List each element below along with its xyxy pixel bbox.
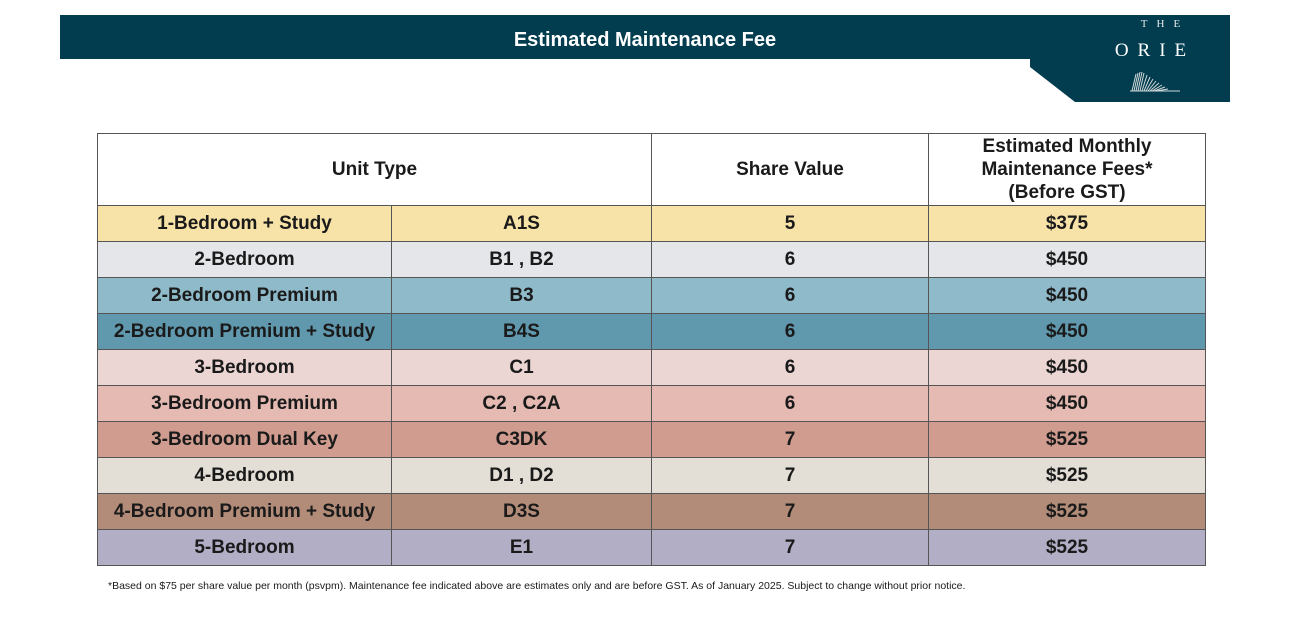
- monthly-fee-cell: $450: [928, 349, 1206, 386]
- unit-code-cell: C1: [391, 349, 652, 386]
- unit-code-cell: C3DK: [391, 421, 652, 458]
- unit-type-cell: 2-Bedroom Premium: [97, 277, 392, 314]
- unit-code-cell: B4S: [391, 313, 652, 350]
- unit-type-cell: 4-Bedroom: [97, 457, 392, 494]
- page-title: Estimated Maintenance Fee: [513, 29, 777, 51]
- header-unit-type: Unit Type: [97, 133, 652, 206]
- share-value-cell: 6: [651, 349, 929, 386]
- share-value-cell: 6: [651, 277, 929, 314]
- monthly-fee-cell: $525: [928, 457, 1206, 494]
- footnote: *Based on $75 per share value per month …: [108, 580, 966, 592]
- monthly-fee-cell: $450: [928, 313, 1206, 350]
- unit-type-cell: 2-Bedroom Premium + Study: [97, 313, 392, 350]
- header-share-value: Share Value: [651, 133, 929, 206]
- unit-type-cell: 3-Bedroom Premium: [97, 385, 392, 422]
- monthly-fee-cell: $450: [928, 385, 1206, 422]
- table-row: 3-Bedroom Dual Key C3DK 7 $525: [97, 421, 1206, 458]
- header-fees-line: Estimated Monthly: [982, 136, 1152, 157]
- unit-type-cell: 2-Bedroom: [97, 241, 392, 278]
- share-value-cell: 7: [651, 457, 929, 494]
- unit-type-cell: 3-Bedroom: [97, 349, 392, 386]
- monthly-fee-cell: $375: [928, 205, 1206, 242]
- logo-building-icon: [1130, 71, 1180, 92]
- table-row: 4-Bedroom D1 , D2 7 $525: [97, 457, 1206, 494]
- share-value-cell: 7: [651, 421, 929, 458]
- table-row: 2-Bedroom Premium B3 6 $450: [97, 277, 1206, 314]
- share-value-cell: 7: [651, 493, 929, 530]
- table-row: 2-Bedroom B1 , B2 6 $450: [97, 241, 1206, 278]
- table-row: 4-Bedroom Premium + Study D3S 7 $525: [97, 493, 1206, 530]
- maintenance-fee-table: Unit Type Share Value Estimated Monthly …: [97, 133, 1206, 566]
- unit-code-cell: B1 , B2: [391, 241, 652, 278]
- logo-panel: [1030, 15, 1230, 102]
- unit-code-cell: D3S: [391, 493, 652, 530]
- monthly-fee-cell: $525: [928, 529, 1206, 566]
- header-fees-line: Maintenance Fees*: [981, 159, 1153, 180]
- unit-code-cell: E1: [391, 529, 652, 566]
- monthly-fee-cell: $450: [928, 277, 1206, 314]
- share-value-cell: 6: [651, 313, 929, 350]
- unit-type-cell: 1-Bedroom + Study: [97, 205, 392, 242]
- logo-name-text: ORIE: [1114, 40, 1196, 61]
- table-row: 3-Bedroom Premium C2 , C2A 6 $450: [97, 385, 1206, 422]
- header-monthly-fees: Estimated Monthly Maintenance Fees* (Bef…: [928, 133, 1206, 206]
- share-value-cell: 6: [651, 385, 929, 422]
- monthly-fee-cell: $525: [928, 421, 1206, 458]
- unit-type-cell: 3-Bedroom Dual Key: [97, 421, 392, 458]
- header-fees-line: (Before GST): [1008, 182, 1126, 203]
- logo-the-text: THE: [1140, 18, 1190, 30]
- table-header-row: Unit Type Share Value Estimated Monthly …: [97, 133, 1206, 206]
- table-row: 1-Bedroom + Study A1S 5 $375: [97, 205, 1206, 242]
- unit-code-cell: A1S: [391, 205, 652, 242]
- monthly-fee-cell: $525: [928, 493, 1206, 530]
- unit-code-cell: B3: [391, 277, 652, 314]
- share-value-cell: 5: [651, 205, 929, 242]
- unit-type-cell: 5-Bedroom: [97, 529, 392, 566]
- share-value-cell: 6: [651, 241, 929, 278]
- unit-code-cell: C2 , C2A: [391, 385, 652, 422]
- share-value-cell: 7: [651, 529, 929, 566]
- table-row: 3-Bedroom C1 6 $450: [97, 349, 1206, 386]
- monthly-fee-cell: $450: [928, 241, 1206, 278]
- unit-code-cell: D1 , D2: [391, 457, 652, 494]
- table-row: 5-Bedroom E1 7 $525: [97, 529, 1206, 566]
- table-row: 2-Bedroom Premium + Study B4S 6 $450: [97, 313, 1206, 350]
- unit-type-cell: 4-Bedroom Premium + Study: [97, 493, 392, 530]
